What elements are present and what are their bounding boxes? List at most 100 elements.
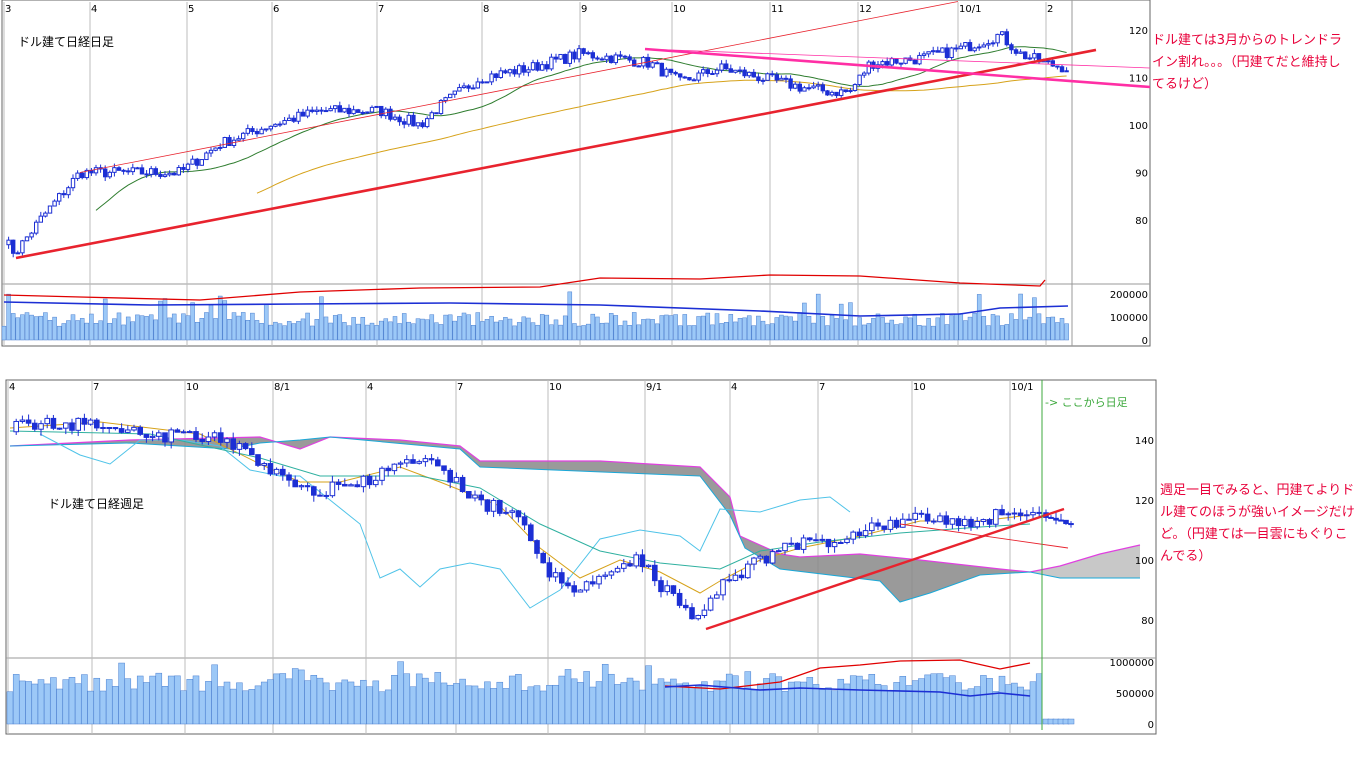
volume-bar xyxy=(515,674,522,725)
volume-bar xyxy=(694,686,702,725)
candle-body xyxy=(249,448,255,456)
candle-body xyxy=(441,465,447,471)
candle-body xyxy=(641,56,646,67)
volume-bar xyxy=(539,314,545,341)
candle-body xyxy=(788,542,795,545)
volume-bar xyxy=(1055,322,1060,341)
candle-body xyxy=(19,419,26,422)
candle-body xyxy=(404,459,410,464)
candle-body xyxy=(1027,57,1032,60)
volume-bar xyxy=(43,683,51,725)
volume-bar xyxy=(866,323,872,341)
volume-bar xyxy=(484,319,490,341)
candle-body xyxy=(245,128,251,134)
weekly-trendlines xyxy=(705,507,1069,631)
volume-bar xyxy=(231,312,237,341)
candle-body xyxy=(710,73,715,76)
candle-body xyxy=(57,193,62,202)
candle-body xyxy=(374,105,379,108)
volume-bar xyxy=(654,323,660,341)
volume-bar xyxy=(1022,319,1028,341)
candle-body xyxy=(639,554,646,568)
volume-bar xyxy=(733,321,738,341)
candle-body xyxy=(1018,51,1023,54)
volume-bar xyxy=(639,689,646,725)
x-tick-label: 4 xyxy=(91,4,97,15)
candle-body xyxy=(935,50,940,53)
volume-bar xyxy=(829,315,835,341)
candle-body xyxy=(429,112,435,120)
candle-body xyxy=(24,236,30,242)
candle-body xyxy=(509,510,515,513)
daily-volume-ticks: 200000 100000 0 xyxy=(1110,290,1148,347)
candle-body xyxy=(515,510,522,518)
candle-body xyxy=(236,443,243,450)
volume-bar xyxy=(1050,316,1056,341)
candle-body xyxy=(659,62,664,77)
volume-bar xyxy=(553,319,559,341)
volume-bar xyxy=(99,690,107,725)
candle-body xyxy=(676,592,683,606)
volume-bar xyxy=(986,678,993,725)
candle-body xyxy=(75,172,80,179)
candle-body xyxy=(6,239,11,246)
candle-body xyxy=(576,48,582,60)
daily-x-ticks: 3 4 5 6 7 8 9 10 11 12 10/1 2 xyxy=(5,4,1053,15)
channel-line-upper xyxy=(79,1,959,173)
volume-bar xyxy=(746,315,752,341)
volume-bar xyxy=(447,314,453,341)
volume-bar xyxy=(581,325,586,341)
candle-body xyxy=(763,555,770,564)
candle-body xyxy=(478,494,484,501)
candle-body xyxy=(205,436,212,442)
candle-body xyxy=(800,537,807,550)
volume-bar xyxy=(298,669,305,725)
volume-bar xyxy=(490,688,497,725)
volume-bar xyxy=(1067,718,1075,725)
candle-body xyxy=(25,419,32,424)
candle-body xyxy=(544,64,549,70)
candle-body xyxy=(1048,516,1054,519)
volume-bar xyxy=(604,322,609,341)
volume-bar xyxy=(583,671,590,725)
volume-bar xyxy=(769,673,776,725)
volume-bar xyxy=(998,675,1006,725)
volume-bar xyxy=(240,312,246,341)
volume-bar xyxy=(305,312,310,341)
candle-body xyxy=(32,422,38,430)
volume-bar xyxy=(347,681,355,725)
volume-bar xyxy=(452,320,458,341)
volume-bar xyxy=(1004,324,1010,341)
candle-body xyxy=(373,479,379,486)
weekly-volume-bars xyxy=(6,661,1075,725)
volume-bar xyxy=(765,324,770,341)
volume-bar xyxy=(595,681,603,725)
candle-body xyxy=(342,483,348,487)
daily-y-ticks: 120 110 100 90 80 xyxy=(1129,26,1148,227)
candle-body xyxy=(411,114,416,127)
volume-bar xyxy=(296,321,301,341)
candle-body xyxy=(903,57,908,64)
volume-bar xyxy=(194,321,200,341)
y-tick-label: 80 xyxy=(1135,216,1148,227)
candle-body xyxy=(222,137,228,148)
volume-bar xyxy=(880,317,885,341)
volume-bar xyxy=(223,681,231,725)
candle-body xyxy=(126,170,131,173)
volume-bar xyxy=(953,313,959,341)
candle-body xyxy=(645,564,652,568)
volume-bar xyxy=(627,325,632,341)
candle-body xyxy=(999,509,1005,516)
volume-bar xyxy=(657,678,665,725)
volume-bar xyxy=(116,312,122,341)
volume-bar xyxy=(277,323,283,341)
volume-bar xyxy=(471,685,479,725)
candle-body xyxy=(921,53,927,56)
volume-bar xyxy=(967,688,975,725)
candle-body xyxy=(416,461,422,464)
volume-bar xyxy=(1032,297,1037,341)
volume-bar xyxy=(949,315,954,341)
volume-bar xyxy=(958,313,964,341)
volume-bar xyxy=(38,315,44,341)
volume-bar xyxy=(135,314,140,341)
